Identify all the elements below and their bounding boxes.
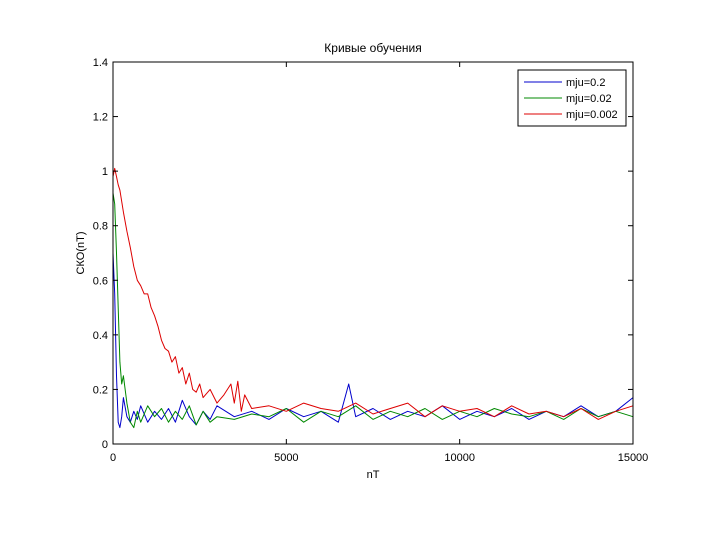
- y-axis-label: СКО(nT): [75, 232, 87, 275]
- chart-title: Кривые обучения: [324, 41, 421, 55]
- ticks-layer: 0 5000 10000 15000 0 0.2 0.4 0.6 0.8 1 1.2 1.4: [93, 57, 649, 464]
- x-tick-label: 10000: [444, 452, 475, 464]
- series-line-2: [112, 192, 634, 429]
- y-tick-label: 0.8: [93, 221, 108, 233]
- x-tick-label: 0: [110, 452, 116, 464]
- y-tick-label: 0.2: [93, 384, 108, 396]
- y-tick-label: 1.4: [93, 57, 108, 69]
- y-tick-label: 0.4: [93, 330, 108, 342]
- y-tick-label: 1: [102, 166, 108, 178]
- y-tick-label: 1.2: [93, 112, 108, 124]
- y-tick-label: 0.6: [93, 275, 108, 287]
- legend: mju=0.2 mju=0.02 mju=0.002: [517, 69, 627, 127]
- x-tick-label: 5000: [274, 452, 298, 464]
- series-layer: [112, 167, 634, 429]
- legend-label-3: mju=0.002: [566, 109, 618, 121]
- y-tick-label: 0: [102, 439, 108, 451]
- axes-frame: [112, 61, 634, 445]
- legend-label-2: mju=0.02: [566, 93, 612, 105]
- x-axis-label: nT: [367, 469, 380, 481]
- legend-label-1: mju=0.2: [566, 77, 605, 89]
- series-line-3: [112, 167, 634, 420]
- x-tick-label: 15000: [618, 452, 649, 464]
